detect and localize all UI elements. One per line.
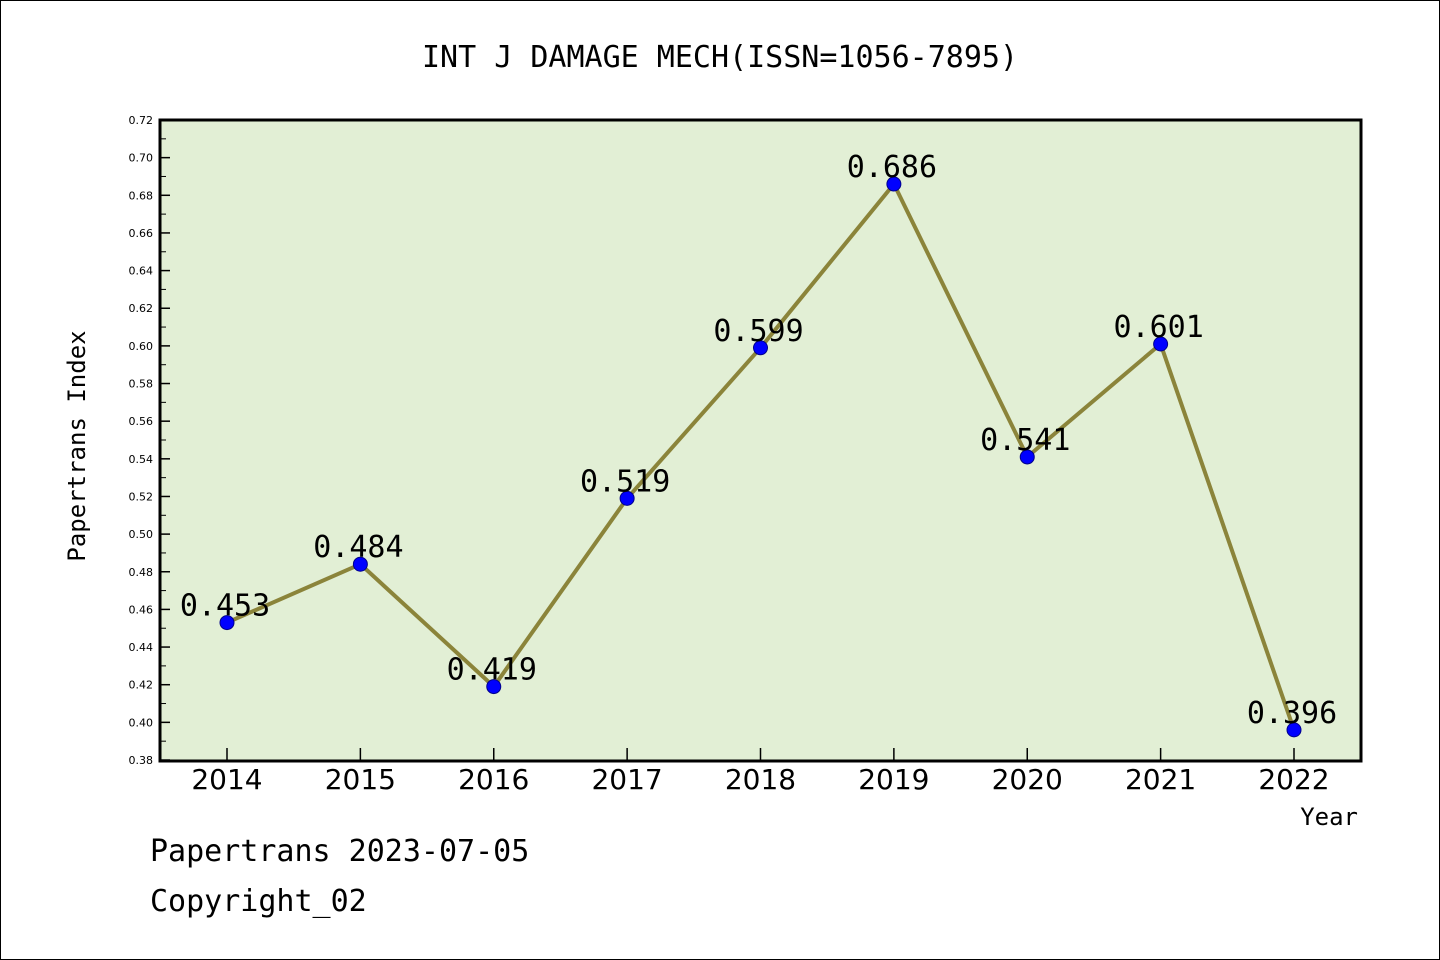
x-axis-ticks [226, 748, 1295, 760]
data-label: 0.686 [847, 150, 937, 185]
data-point [753, 340, 768, 356]
data-point [486, 679, 502, 695]
x-tick-label: 2022 [1258, 763, 1329, 796]
data-label: 0.541 [980, 423, 1070, 458]
y-tick-label: 0.58 [129, 378, 154, 391]
y-tick-label: 0.72 [129, 114, 154, 127]
data-label: 0.419 [447, 653, 537, 688]
data-label: 0.519 [580, 464, 670, 499]
x-tick-label: 2014 [191, 763, 262, 796]
y-tick-label: 0.38 [129, 754, 154, 767]
data-point [886, 176, 902, 192]
y-tick-label: 0.70 [129, 152, 154, 165]
y-tick-label: 0.60 [129, 340, 154, 353]
y-tick-label: 0.62 [129, 302, 154, 315]
data-point [219, 615, 235, 631]
x-tick-label: 2019 [858, 763, 929, 796]
y-tick-label: 0.44 [129, 641, 154, 654]
y-tick-label: 0.54 [129, 453, 154, 466]
x-axis-label: Year [1300, 803, 1358, 831]
chart-title: INT J DAMAGE MECH(ISSN=1056-7895) [422, 40, 1018, 75]
data-point [619, 490, 635, 506]
y-tick-label: 0.40 [129, 716, 154, 729]
y-axis-tick-labels: 0.38 0.40 0.42 0.44 0.46 0.48 0.50 0.52 0.54 0.56… [129, 114, 154, 767]
x-tick-label: 2021 [1125, 763, 1196, 796]
plot-area [158, 118, 1363, 763]
x-tick-label: 2018 [725, 763, 796, 796]
y-tick-label: 0.50 [129, 528, 154, 541]
x-axis-tick-labels: 2014 2015 2016 2017 2018 2019 2020 2021 2022 [191, 763, 1329, 796]
y-tick-label: 0.42 [129, 679, 154, 692]
data-label: 0.601 [1113, 310, 1203, 345]
data-label: 0.453 [180, 589, 270, 624]
footer-copyright: Copyright_02 [150, 884, 367, 919]
y-axis-label: Papertrans Index [63, 330, 91, 561]
data-label: 0.396 [1247, 696, 1337, 731]
x-tick-label: 2015 [325, 763, 396, 796]
footer-source: Papertrans 2023-07-05 [150, 834, 530, 869]
x-tick-label: 2017 [591, 763, 662, 796]
data-point [352, 556, 368, 572]
y-tick-label: 0.68 [129, 189, 154, 202]
data-point [1153, 336, 1169, 352]
y-tick-label: 0.64 [129, 265, 154, 278]
y-tick-label: 0.56 [129, 415, 154, 428]
series-markers [219, 176, 1302, 738]
data-point [1019, 449, 1035, 465]
data-labels: 0.453 0.484 0.419 0.519 0.599 0.686 0.541 0.601… [180, 150, 1337, 731]
x-tick-label: 2020 [992, 763, 1063, 796]
data-label: 0.599 [713, 314, 803, 349]
data-point [1286, 722, 1302, 738]
y-tick-label: 0.46 [129, 603, 154, 616]
y-tick-label: 0.66 [129, 227, 154, 240]
data-label: 0.484 [313, 530, 403, 565]
y-axis-ticks [160, 119, 170, 761]
y-tick-label: 0.52 [129, 490, 154, 503]
x-tick-label: 2016 [458, 763, 529, 796]
y-tick-label: 0.48 [129, 566, 154, 579]
